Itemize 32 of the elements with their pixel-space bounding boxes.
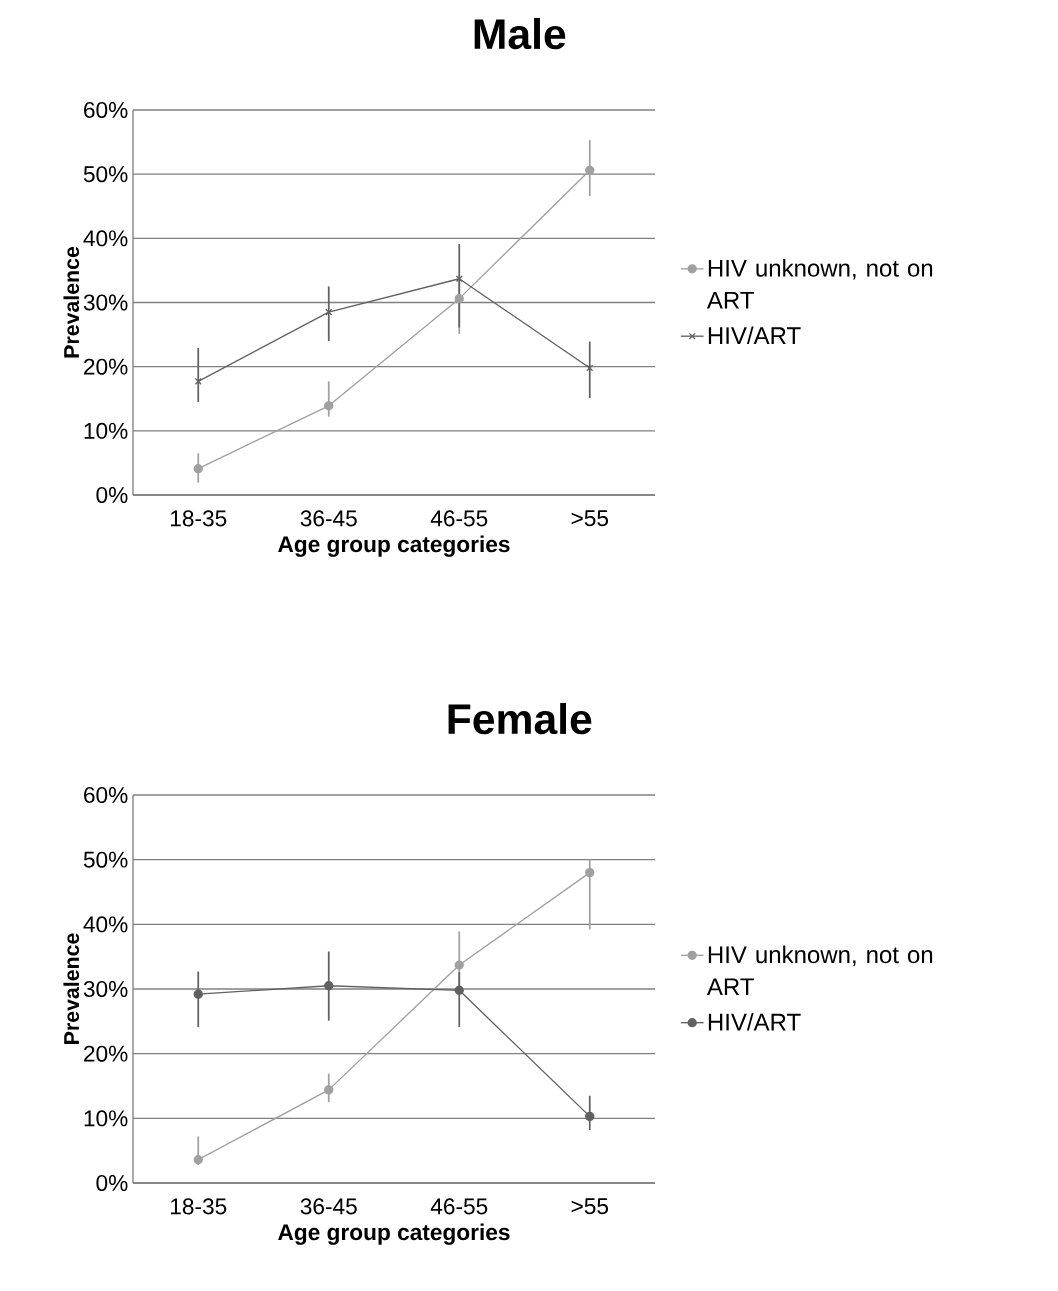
y-tick-label: 30% xyxy=(83,294,128,311)
y-tick-label: 0% xyxy=(96,486,128,504)
y-axis-title: Prevalence xyxy=(63,933,80,1044)
y-tick-label: 60% xyxy=(84,101,128,119)
y-tick-label: 10% xyxy=(84,1110,128,1127)
x-tick-label: 36-45 xyxy=(300,1198,357,1215)
x-tick-label: 46-55 xyxy=(430,510,488,527)
y-tick-label: 40% xyxy=(83,916,128,933)
y-tick-label: 20% xyxy=(84,358,128,375)
y-tick-label: 30% xyxy=(83,980,128,998)
y-axis-title: Prevalence xyxy=(63,246,80,358)
y-tick-label: 40% xyxy=(83,230,128,247)
y-tick-label: 10% xyxy=(84,422,128,439)
y-tick-label: 0% xyxy=(96,1174,128,1192)
legend-label: HIV/ART xyxy=(708,1012,801,1031)
chart-title: Female xyxy=(448,702,592,735)
legend-label: HIV/ART xyxy=(708,326,801,345)
legend-label: HIV unknown, not on ART xyxy=(706,945,933,995)
y-tick-label: 50% xyxy=(83,851,128,868)
x-tick-label: >55 xyxy=(571,1198,609,1215)
legend-label: HIV unknown, not on ART xyxy=(706,259,933,309)
x-tick-label: 18-35 xyxy=(171,510,227,527)
x-axis-title: Age group categories xyxy=(278,1223,510,1245)
x-tick-label: >55 xyxy=(571,510,609,527)
x-tick-label: 18-35 xyxy=(171,1198,227,1215)
x-axis-title: Age group categories xyxy=(278,535,510,557)
x-tick-label: 36-45 xyxy=(300,510,357,527)
y-tick-label: 20% xyxy=(84,1045,128,1062)
y-tick-label: 50% xyxy=(83,166,128,183)
chart-title: Male xyxy=(474,17,566,50)
y-tick-label: 60% xyxy=(84,786,128,804)
x-tick-label: 46-55 xyxy=(430,1198,488,1215)
